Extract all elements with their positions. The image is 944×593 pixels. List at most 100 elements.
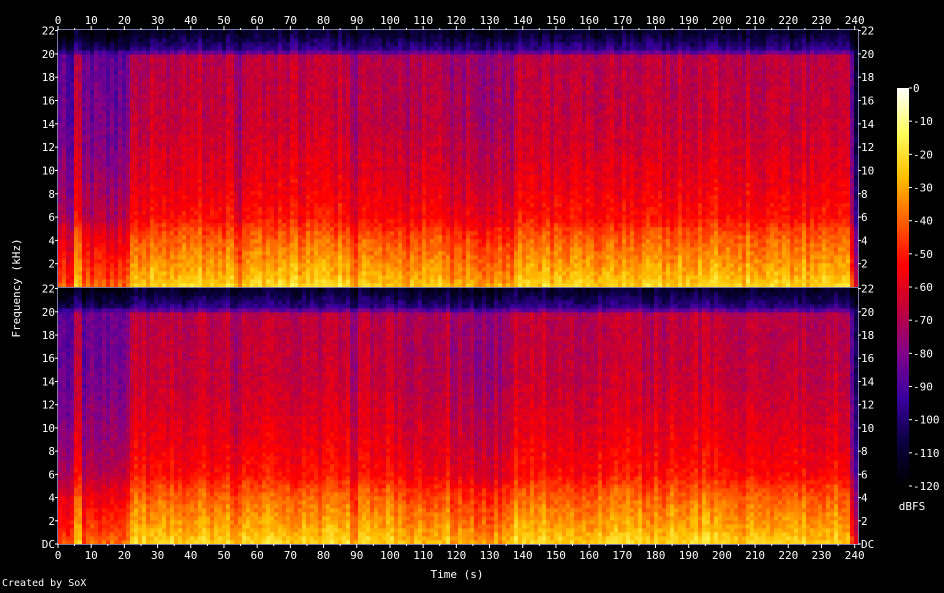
spectrogram-cell [350, 226, 355, 232]
spectrogram-cell [354, 250, 359, 256]
spectrogram-cell [282, 46, 287, 51]
spectrogram-cell [242, 142, 247, 147]
spectrogram-cell [246, 278, 251, 284]
spectrogram-cell [58, 126, 63, 131]
spectrogram-cell [354, 270, 359, 276]
spectrogram-cell [70, 270, 75, 276]
spectrogram-cell [346, 170, 351, 175]
spectrogram-cell [334, 122, 339, 127]
spectrogram-cell [282, 98, 287, 103]
spectrogram-cell [242, 62, 247, 67]
spectrogram-cell [102, 94, 107, 99]
spectrogram-cell [346, 150, 351, 155]
spectrogram-cell [70, 146, 75, 151]
spectrogram-cell [86, 54, 91, 59]
spectrogram-cell [166, 258, 171, 264]
spectrogram-cell [270, 194, 275, 200]
spectrogram-cell [198, 206, 203, 212]
spectrogram-cell [146, 262, 151, 268]
spectrogram-cell [206, 190, 211, 196]
spectrogram-cell [350, 30, 355, 35]
spectrogram-cell [166, 254, 171, 260]
spectrogram-cell [186, 154, 191, 159]
spectrogram-cell [102, 70, 107, 75]
spectrogram-cell [190, 122, 195, 127]
spectrogram-cell [262, 90, 267, 95]
spectrogram-cell [142, 62, 147, 67]
spectrogram-cell [118, 274, 123, 280]
spectrogram-cell [138, 114, 143, 119]
spectrogram-cell [290, 34, 295, 39]
spectrogram-cell [122, 242, 127, 248]
spectrogram-cell [142, 90, 147, 95]
spectrogram-cell [206, 210, 211, 216]
spectrogram-cell [254, 222, 259, 228]
spectrogram-cell [186, 202, 191, 208]
spectrogram-cell [138, 238, 143, 244]
spectrogram-cell [226, 150, 231, 155]
spectrogram-cell [82, 46, 87, 51]
spectrogram-cell [90, 110, 95, 115]
spectrogram-cell [282, 250, 287, 256]
spectrogram-cell [114, 102, 119, 107]
spectrogram-cell [278, 106, 283, 111]
spectrogram-cell [234, 234, 239, 240]
spectrogram-cell [246, 42, 251, 47]
spectrogram-cell [222, 122, 227, 127]
spectrogram-cell [214, 210, 219, 216]
spectrogram-cell [98, 146, 103, 151]
spectrogram-cell [338, 70, 343, 75]
spectrogram-cell [126, 210, 131, 216]
spectrogram-cell [254, 58, 259, 63]
spectrogram-cell [338, 110, 343, 115]
spectrogram-cell [322, 278, 327, 284]
spectrogram-cell [218, 50, 223, 55]
spectrogram-cell [122, 226, 127, 232]
spectrogram-cell [70, 266, 75, 272]
spectrogram-cell [110, 154, 115, 159]
spectrogram-cell [302, 142, 307, 147]
spectrogram-cell [334, 170, 339, 175]
spectrogram-cell [118, 250, 123, 256]
spectrogram-cell [138, 174, 143, 179]
spectrogram-cell [150, 90, 155, 95]
spectrogram-cell [366, 178, 371, 183]
spectrogram-cell [90, 90, 95, 95]
spectrogram-cell [330, 282, 335, 287]
spectrogram-cell [102, 46, 107, 51]
spectrogram-cell [182, 50, 187, 55]
spectrogram-cell [234, 62, 239, 67]
spectrogram-cell [138, 38, 143, 43]
spectrogram-cell [278, 118, 283, 123]
spectrogram-cell [206, 122, 211, 127]
spectrogram-cell [182, 170, 187, 175]
spectrogram-cell [98, 230, 103, 236]
spectrogram-cell [142, 222, 147, 228]
spectrogram-cell [262, 102, 267, 107]
spectrogram-cell [130, 170, 135, 175]
spectrogram-cell [250, 134, 255, 139]
spectrogram-cell [130, 238, 135, 244]
spectrogram-cell [130, 70, 135, 75]
spectrogram-cell [66, 182, 71, 188]
spectrogram-cell [302, 86, 307, 91]
spectrogram-cell [118, 266, 123, 272]
spectrogram-cell [254, 142, 259, 147]
spectrogram-cell [362, 54, 367, 59]
spectrogram-cell [110, 134, 115, 139]
spectrogram-cell [166, 46, 171, 51]
spectrogram-cell [62, 42, 67, 47]
spectrogram-cell [66, 206, 71, 212]
spectrogram-cell [322, 182, 327, 188]
spectrogram-cell [182, 230, 187, 236]
spectrogram-cell [282, 66, 287, 71]
spectrogram-cell [106, 146, 111, 151]
spectrogram-cell [310, 186, 315, 192]
spectrogram-cell [190, 194, 195, 200]
spectrogram-cell [286, 234, 291, 240]
spectrogram-cell [254, 54, 259, 59]
spectrogram-cell [258, 266, 263, 272]
spectrogram-cell [342, 150, 347, 155]
spectrogram-cell [210, 58, 215, 63]
spectrogram-cell [66, 138, 71, 143]
